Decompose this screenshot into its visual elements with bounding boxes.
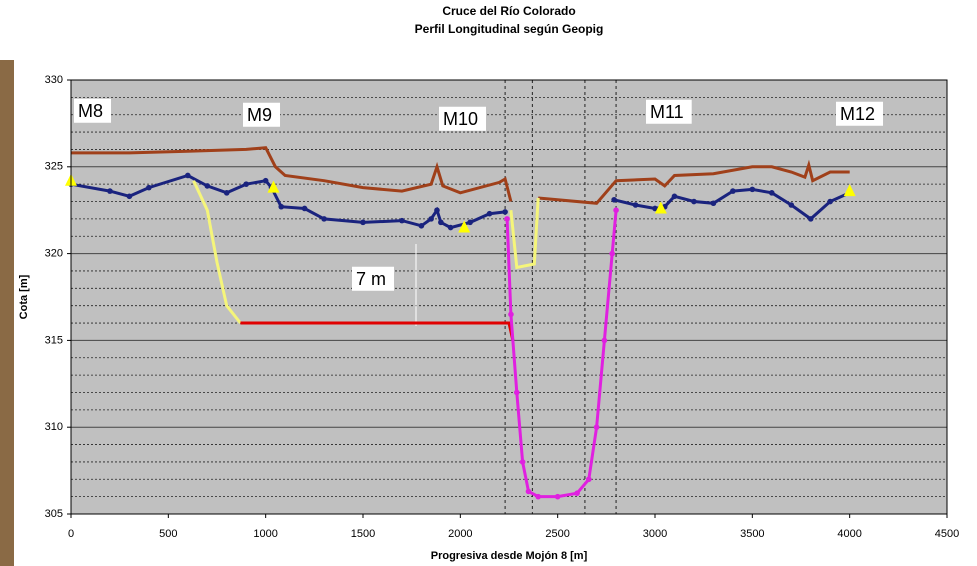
x-tick-label: 1000: [253, 528, 277, 540]
y-tick-label: 330: [45, 74, 63, 86]
marker: [107, 188, 113, 194]
chart-title: Cruce del Río Colorado: [442, 4, 575, 18]
marker: [428, 216, 434, 222]
x-tick-label: 2500: [545, 528, 569, 540]
annotation: M9: [247, 105, 272, 125]
marker: [788, 202, 794, 208]
marker: [574, 490, 580, 496]
x-axis-label: Progresiva desde Mojón 8 [m]: [431, 550, 588, 562]
annotation: M8: [78, 101, 103, 121]
chart: Cruce del Río Colorado Perfil Longitudin…: [0, 0, 977, 566]
marker: [520, 459, 526, 465]
annotation: M12: [840, 104, 875, 124]
marker: [467, 220, 473, 226]
marker: [502, 209, 508, 215]
marker: [808, 216, 814, 222]
marker: [504, 216, 510, 222]
marker: [360, 220, 366, 226]
marker: [586, 476, 592, 482]
y-tick-label: 315: [45, 334, 63, 346]
marker: [438, 220, 444, 226]
marker: [419, 223, 425, 229]
marker: [302, 206, 308, 212]
annotation: 7 m: [356, 269, 386, 289]
marker: [399, 218, 405, 224]
annotation: M10: [443, 109, 478, 129]
x-tick-label: 4000: [837, 528, 861, 540]
y-axis-label: Cota [m]: [18, 274, 30, 319]
marker: [750, 187, 756, 193]
marker: [514, 390, 520, 396]
x-tick-label: 500: [159, 528, 177, 540]
y-tick-label: 325: [45, 161, 63, 173]
marker: [243, 181, 249, 187]
y-tick-label: 305: [45, 508, 63, 520]
x-tick-label: 2000: [448, 528, 472, 540]
chart-subtitle: Perfil Longitudinal según Geopig: [415, 22, 604, 36]
x-tick-label: 3500: [740, 528, 764, 540]
marker: [769, 190, 775, 196]
marker: [691, 199, 697, 205]
marker: [434, 207, 440, 213]
marker: [127, 194, 133, 200]
marker: [594, 424, 600, 430]
marker: [602, 338, 608, 344]
x-tick-label: 3000: [643, 528, 667, 540]
x-tick-label: 1500: [351, 528, 375, 540]
marker: [487, 211, 493, 217]
marker: [146, 185, 152, 191]
background-photo-strip: [0, 60, 14, 566]
marker: [633, 202, 639, 208]
marker: [278, 204, 284, 210]
marker: [613, 207, 619, 213]
marker: [508, 312, 514, 318]
marker: [263, 178, 269, 184]
marker: [224, 190, 230, 196]
marker: [204, 183, 210, 189]
x-tick-label: 4500: [935, 528, 959, 540]
marker: [555, 494, 561, 500]
marker: [609, 251, 615, 257]
marker: [448, 225, 454, 231]
marker: [827, 199, 833, 205]
y-tick-label: 320: [45, 248, 63, 260]
marker: [711, 200, 717, 206]
marker: [730, 188, 736, 194]
annotation: M11: [650, 102, 684, 122]
marker: [535, 494, 541, 500]
marker: [672, 194, 678, 200]
marker: [526, 489, 532, 495]
x-tick-label: 0: [68, 528, 74, 540]
y-tick-label: 310: [45, 421, 63, 433]
marker: [611, 197, 617, 203]
marker: [321, 216, 327, 222]
marker: [185, 173, 191, 179]
